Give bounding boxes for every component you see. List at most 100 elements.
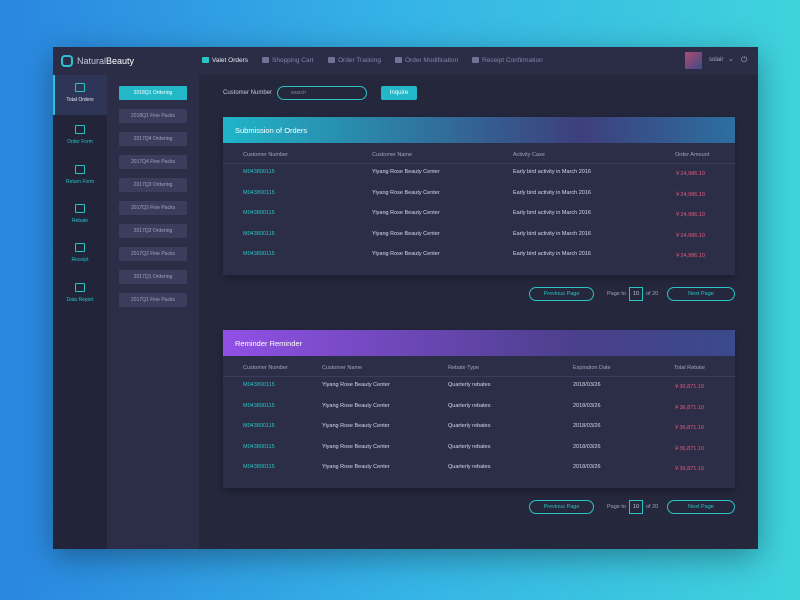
table-cell: Yiyang Rose Beauty Center xyxy=(372,169,440,175)
column-header: Customer Number xyxy=(243,152,288,158)
table-cell: Yiyang Rose Beauty Center xyxy=(372,230,440,237)
header-divider xyxy=(223,163,735,164)
sidebar-label[interactable]: Total Orders xyxy=(66,97,94,103)
sidebar-icon[interactable] xyxy=(75,204,85,213)
table-cell: Yiyang Rose Beauty Center xyxy=(322,382,390,388)
table-cell: ￥24,986.10 xyxy=(675,171,705,177)
brand-light: Natural xyxy=(77,56,107,66)
table-cell: ￥24,986.10 xyxy=(675,191,705,198)
table-cell: Early bird activity in March 2016 xyxy=(513,251,591,258)
panel-title: Reminder Reminder xyxy=(235,339,303,348)
nav-item[interactable]: Order Tracking xyxy=(338,57,381,64)
header-divider xyxy=(223,376,735,377)
table-cell: Yiyang Rose Beauty Center xyxy=(322,443,390,450)
panel xyxy=(223,117,735,275)
table-cell: 2018/03/26 xyxy=(573,443,601,450)
panel-header xyxy=(223,330,735,356)
prev-button[interactable]: Previous Page xyxy=(529,287,594,301)
submenu-item[interactable]: 2017Q2 Fine Packs xyxy=(119,247,187,261)
table-cell[interactable]: M043800115 xyxy=(243,382,275,388)
dropdown-icon[interactable]: ⌄ xyxy=(728,56,734,63)
column-header: Rebate Type xyxy=(448,365,480,371)
table-cell: Quarterly rebates xyxy=(448,423,491,430)
sidebar-icon[interactable] xyxy=(75,83,85,92)
power-icon[interactable]: ⏻ xyxy=(741,55,748,64)
table-cell: Quarterly rebates xyxy=(448,443,491,450)
table-cell[interactable]: M043800115 xyxy=(243,169,275,175)
page-input[interactable]: 10 xyxy=(629,500,643,514)
app-window: NaturalBeauty solair ⌄ ⏻ Customer Number… xyxy=(53,47,758,549)
submenu-item[interactable]: 2017Q3 Ordering xyxy=(119,178,187,192)
column-header: Customer Name xyxy=(322,365,363,371)
logo xyxy=(61,55,73,67)
submenu-item[interactable]: 2018Q1 Ordering xyxy=(119,86,187,100)
top-bar xyxy=(53,47,758,75)
table-cell: Early bird activity in March 2016 xyxy=(513,230,591,237)
user-name[interactable]: solair xyxy=(709,57,724,63)
sidebar-icon[interactable] xyxy=(75,243,85,252)
column-header: Expiration Date xyxy=(573,365,611,371)
table-cell: ￥24,986.10 xyxy=(675,212,705,219)
table-cell: Yiyang Rose Beauty Center xyxy=(372,251,440,258)
nav-item[interactable]: Valet Orders xyxy=(212,57,249,64)
prev-button[interactable]: Previous Page xyxy=(529,500,594,514)
sidebar-label[interactable]: Rebate xyxy=(71,218,89,224)
search-input[interactable] xyxy=(277,86,367,100)
submenu-item[interactable]: 2017Q3 Fine Packs xyxy=(119,201,187,215)
nav-icon[interactable] xyxy=(395,57,402,63)
nav-icon[interactable] xyxy=(328,57,335,63)
table-cell[interactable]: M043800115 xyxy=(243,423,275,430)
table-cell: 2018/03/26 xyxy=(573,423,601,430)
sidebar-icon[interactable] xyxy=(75,125,85,134)
nav-item[interactable]: Shopping Cart xyxy=(272,57,314,64)
table-cell: 2018/03/26 xyxy=(573,464,601,471)
table-cell: 2018/03/26 xyxy=(573,382,601,388)
sidebar-label[interactable]: Return Form xyxy=(65,179,95,185)
table-cell: ￥24,986.10 xyxy=(675,253,705,260)
column-header: Total Rebate xyxy=(674,365,705,371)
sidebar-active[interactable] xyxy=(53,75,107,115)
submenu-item[interactable]: 2017Q1 Fine Packs xyxy=(119,293,187,307)
table-cell[interactable]: M043800115 xyxy=(243,464,275,471)
next-button[interactable]: Next Page xyxy=(667,287,735,301)
table-cell: ￥36,871.10 xyxy=(674,425,704,432)
next-button[interactable]: Next Page xyxy=(667,500,735,514)
table-cell[interactable]: M043800115 xyxy=(243,443,275,450)
search-placeholder: search xyxy=(291,90,307,96)
nav-icon[interactable] xyxy=(472,57,479,63)
table-cell: Early bird activity in March 2016 xyxy=(513,169,591,175)
sidebar-label[interactable]: Order Form xyxy=(67,139,93,145)
table-cell: Early bird activity in March 2016 xyxy=(513,189,591,196)
nav-item[interactable]: Receipt Confirmation xyxy=(482,57,543,64)
column-header: Activity Case xyxy=(513,152,545,158)
submenu-item[interactable]: 2017Q2 Ordering xyxy=(119,224,187,238)
sidebar-icon[interactable] xyxy=(75,165,85,174)
submenu-item[interactable]: 2017Q1 Ordering xyxy=(119,270,187,284)
nav-icon[interactable] xyxy=(262,57,269,63)
page-to: Page to xyxy=(607,504,626,510)
table-cell: Yiyang Rose Beauty Center xyxy=(322,423,390,430)
table-cell[interactable]: M043800115 xyxy=(243,189,275,196)
submenu-item[interactable]: 2017Q4 Fine Packs xyxy=(119,155,187,169)
table-cell: Yiyang Rose Beauty Center xyxy=(372,189,440,196)
submenu-item[interactable]: 2018Q1 Fine Packs xyxy=(119,109,187,123)
submenu-item[interactable]: 2017Q4 Ordering xyxy=(119,132,187,146)
page-of: of 20 xyxy=(646,504,659,510)
sidebar-label[interactable]: Data Report xyxy=(66,297,94,303)
nav-icon[interactable] xyxy=(202,57,209,63)
table-cell[interactable]: M043800115 xyxy=(243,251,275,258)
table-cell[interactable]: M043800115 xyxy=(243,210,275,217)
page-input[interactable]: 10 xyxy=(629,287,643,301)
table-cell[interactable]: M043800115 xyxy=(243,402,275,409)
table-cell: Quarterly rebates xyxy=(448,382,491,388)
nav-item[interactable]: Order Modification xyxy=(405,57,459,64)
sidebar xyxy=(53,75,107,549)
inquire-button[interactable]: Inquire xyxy=(381,86,417,100)
table-cell: Early bird activity in March 2016 xyxy=(513,210,591,217)
table-cell: ￥24,986.10 xyxy=(675,232,705,239)
page-to: Page to xyxy=(607,291,626,297)
sidebar-label[interactable]: Receipt xyxy=(71,257,89,263)
sidebar-icon[interactable] xyxy=(75,283,85,292)
table-cell[interactable]: M043800115 xyxy=(243,230,275,237)
